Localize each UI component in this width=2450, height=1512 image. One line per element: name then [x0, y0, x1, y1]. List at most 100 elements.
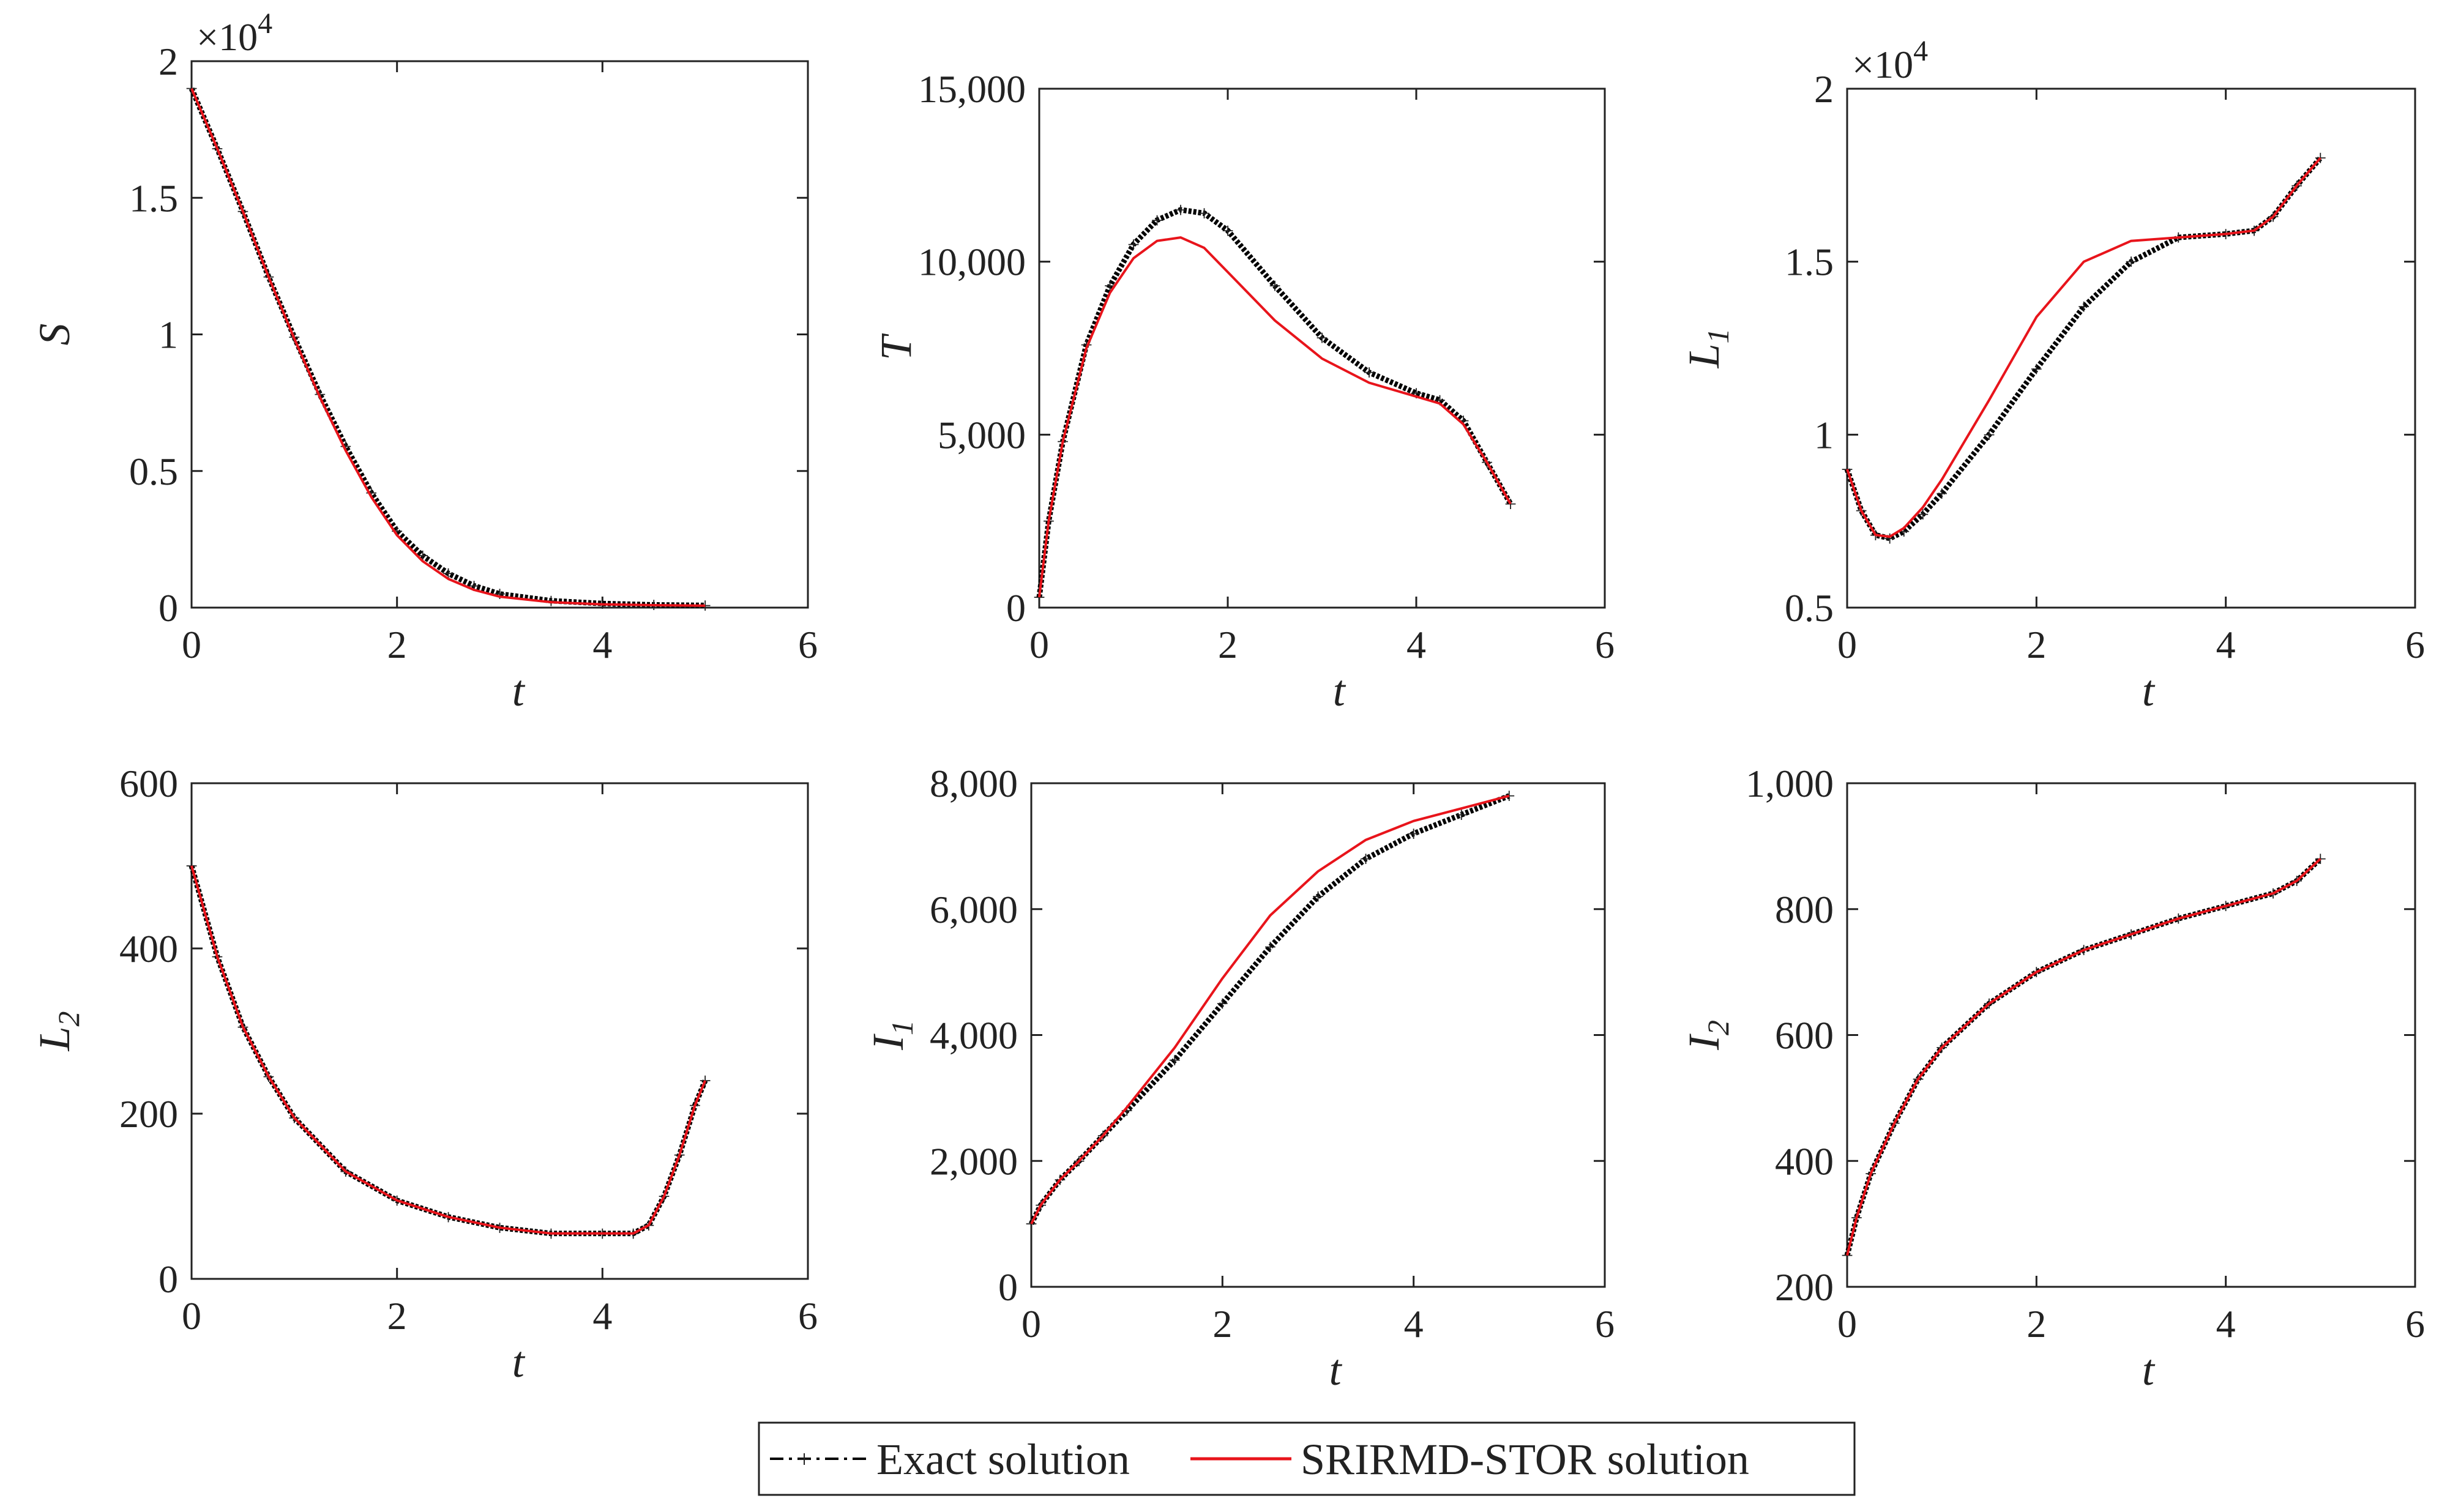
x-tick-label: 2	[2026, 1302, 2046, 1346]
y-tick-label: 0	[159, 1257, 178, 1301]
y-tick-label: 15,000	[918, 67, 1026, 111]
x-tick-label: 2	[387, 623, 407, 666]
series-exact-marker: +	[1222, 218, 1234, 243]
y-tick-label: 8,000	[930, 762, 1018, 805]
plot-area-frame	[1846, 782, 2416, 1288]
y-tick-label: 200	[119, 1092, 178, 1136]
x-tick-label: 4	[2216, 623, 2236, 666]
y-tick-label: 5,000	[938, 413, 1026, 456]
y-tick-label: 0	[1006, 586, 1026, 630]
x-tick-label: 6	[2405, 623, 2425, 666]
x-tick-label: 0	[1029, 623, 1049, 666]
y-axis-label: T	[872, 333, 921, 360]
y-axis-label: L1	[1679, 328, 1735, 368]
x-tick-label: 0	[1837, 623, 1857, 666]
x-tick-label: 4	[592, 623, 612, 666]
y-tick-label: 0	[998, 1265, 1018, 1309]
series-exact-marker: +	[1408, 821, 1420, 846]
y-tick-label: 800	[1775, 888, 1834, 931]
series-exact-marker: +	[1410, 381, 1422, 405]
series-exact-marker: +	[1151, 208, 1163, 233]
x-axis-label: t	[512, 666, 526, 715]
series-exact-marker: +	[493, 582, 506, 606]
axis-exponent-label: ×104	[1852, 35, 1928, 86]
y-tick-label: 4,000	[930, 1014, 1018, 1057]
x-tick-label: 4	[1406, 623, 1426, 666]
x-tick-label: 6	[798, 623, 818, 666]
series-exact-marker: +	[1104, 274, 1116, 298]
plot-area-frame	[1846, 88, 2416, 609]
y-tick-label: 0.5	[129, 450, 178, 493]
series-exact-marker: +	[1363, 360, 1375, 385]
series-srirmd-line	[1846, 858, 2321, 1256]
series-exact-marker: +	[2314, 146, 2326, 170]
x-tick-label: 2	[387, 1294, 407, 1338]
series-exact-marker: +	[1883, 526, 1895, 551]
y-tick-label: 0.5	[1785, 586, 1834, 630]
series-exact-marker: +	[1936, 481, 1948, 505]
series-exact-marker: +	[1312, 884, 1324, 909]
y-tick-label: 200	[1775, 1265, 1834, 1309]
series-exact-marker: +	[468, 573, 480, 598]
y-axis-label: I2	[1679, 1020, 1735, 1051]
series-exact-marker: +	[1264, 934, 1276, 959]
x-tick-label: 2	[2026, 623, 2046, 666]
series-exact-marker: +	[1168, 1048, 1181, 1073]
legend-exact-label: Exact solution	[876, 1435, 1130, 1484]
x-tick-label: 4	[592, 1294, 612, 1338]
x-axis-label: t	[1329, 1346, 1343, 1395]
y-axis-label-subscript: 2	[51, 1011, 86, 1026]
series-exact-marker: +	[2125, 250, 2137, 274]
legend-srirmd-label: SRIRMD-STOR solution	[1301, 1435, 1749, 1484]
y-tick-label: 2,000	[930, 1139, 1018, 1183]
series-srirmd-line	[1030, 794, 1510, 1225]
y-tick-label: 1.5	[1785, 240, 1834, 284]
series-exact-marker: +	[1198, 201, 1210, 226]
series-exact-marker: +	[545, 589, 557, 613]
x-axis-label: t	[2142, 1346, 2156, 1395]
y-tick-label: 400	[1775, 1139, 1834, 1183]
series-srirmd-line	[1038, 236, 1512, 598]
series-exact-marker: +	[2078, 294, 2090, 319]
y-tick-label: 400	[119, 927, 178, 970]
y-tick-label: 2	[159, 40, 178, 83]
series-exact-marker: +	[2030, 357, 2042, 381]
y-axis-label-subscript: 2	[1701, 1020, 1735, 1035]
series-exact-marker: +	[1216, 991, 1228, 1016]
series-exact-marker: +	[1917, 502, 1929, 526]
x-axis-label: t	[2142, 666, 2156, 715]
legend-exact-marker: +	[797, 1445, 812, 1473]
series-exact-marker: +	[1269, 274, 1281, 298]
x-tick-label: 0	[1837, 1302, 1857, 1346]
y-tick-label: 2	[1814, 67, 1834, 111]
x-tick-label: 4	[2216, 1302, 2236, 1346]
series-srirmd-line	[190, 865, 707, 1235]
legend-box	[758, 1421, 1856, 1496]
series-exact-marker: +	[1033, 585, 1045, 609]
x-tick-label: 6	[1595, 1302, 1615, 1346]
y-axis-label: I1	[864, 1020, 919, 1051]
series-srirmd-line	[1846, 157, 2321, 538]
series-exact-marker: +	[1175, 198, 1187, 222]
plot-area-frame	[190, 60, 809, 609]
y-tick-label: 1,000	[1746, 762, 1834, 805]
plot-area-frame	[1030, 782, 1606, 1288]
series-exact-marker: +	[416, 543, 428, 568]
series-exact-marker: +	[1127, 232, 1140, 256]
axis-exponent-power: 4	[258, 7, 272, 40]
axis-exponent-label: ×104	[196, 7, 272, 59]
y-tick-label: 1.5	[129, 176, 178, 220]
x-tick-label: 0	[182, 623, 201, 666]
y-tick-label: 600	[1775, 1014, 1834, 1057]
plot-area-frame	[1038, 88, 1606, 609]
x-axis-label: t	[512, 1338, 526, 1387]
series-exact-marker: +	[1316, 326, 1328, 350]
x-tick-label: 2	[1218, 623, 1238, 666]
series-exact-marker: +	[1503, 784, 1515, 808]
